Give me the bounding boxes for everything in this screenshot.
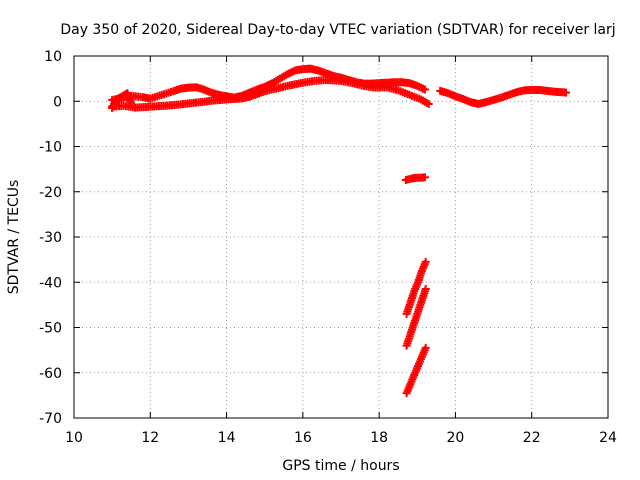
data-point <box>421 257 430 266</box>
grid-lines <box>74 56 608 418</box>
data-point <box>421 285 430 294</box>
data-point <box>421 343 430 352</box>
x-tick-labels: 10 12 14 16 18 20 22 24 <box>65 430 617 446</box>
series-3 <box>108 89 136 113</box>
series-6 <box>402 285 430 350</box>
series-5 <box>402 257 430 318</box>
x-tick-label: 14 <box>218 430 236 446</box>
data-point <box>420 85 429 94</box>
series-7 <box>402 343 430 398</box>
x-tick-label: 16 <box>294 430 312 446</box>
data-point <box>424 99 433 108</box>
x-tick-label: 10 <box>65 430 83 446</box>
y-tick-label: 0 <box>53 94 62 110</box>
y-tick-label: -10 <box>39 140 62 156</box>
y-tick-label: -50 <box>39 321 62 337</box>
y-tick-label: 10 <box>44 49 62 65</box>
data-point <box>127 99 136 108</box>
y-tick-label: -20 <box>39 185 62 201</box>
y-axis-label: SDTVAR / TECUs <box>6 180 22 295</box>
series-2 <box>436 85 571 108</box>
series-4 <box>401 173 429 184</box>
y-tick-labels: -70 -60 -50 -40 -30 -20 -10 0 10 <box>39 49 62 427</box>
plot-frame <box>73 55 609 419</box>
y-tick-label: -70 <box>39 411 62 427</box>
data-point <box>420 173 429 182</box>
x-tick-label: 22 <box>523 430 541 446</box>
chart-title: Day 350 of 2020, Sidereal Day-to-day VTE… <box>60 22 615 38</box>
x-tick-label: 18 <box>370 430 388 446</box>
x-tick-label: 12 <box>141 430 159 446</box>
y-tick-label: -60 <box>39 366 62 382</box>
x-tick-label: 24 <box>599 430 617 446</box>
x-tick-label: 20 <box>447 430 465 446</box>
data-points <box>108 64 571 398</box>
x-axis-label: GPS time / hours <box>282 458 399 474</box>
data-point <box>562 88 571 97</box>
y-tick-label: -30 <box>39 230 62 246</box>
y-tick-label: -40 <box>39 275 62 291</box>
